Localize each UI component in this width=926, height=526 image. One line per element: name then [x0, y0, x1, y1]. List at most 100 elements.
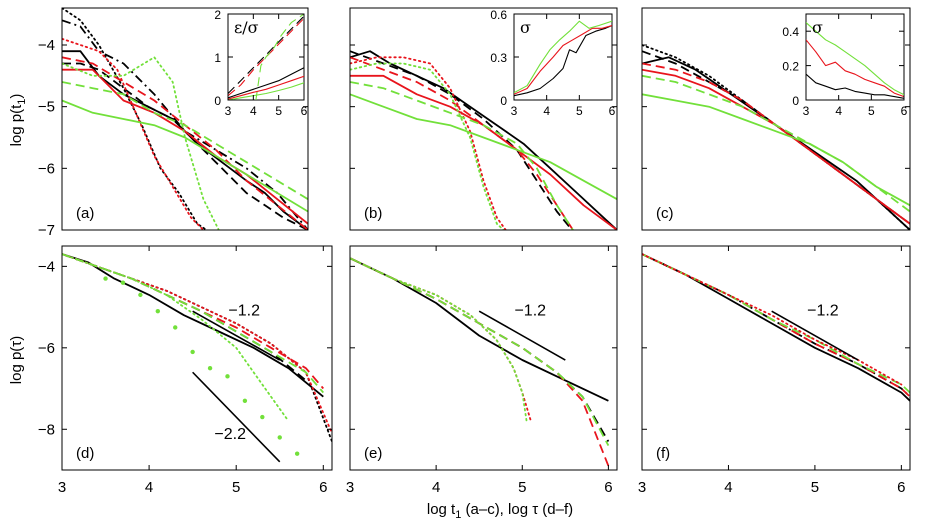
panel-top-1-frame [349, 7, 618, 231]
series-line-green-dashed [642, 74, 910, 213]
y-tick-label: −4 [38, 258, 55, 275]
x-tick-label: 5 [232, 479, 240, 496]
series-line-red-dashed [642, 253, 910, 398]
slope-reference-line [478, 310, 566, 361]
panel-label: (e) [364, 445, 382, 462]
plot-layer: −7 −6 −5 −4 (a) 0 1 2 3 4 5 6 ε/σ (b) 0 0.3 0.6 3 4 5 6 σ (c) 0… [38, 7, 911, 496]
x-tick-label: 3 [346, 479, 354, 496]
x-tick-label: 4 [835, 104, 842, 118]
y-tick-label: 0.3 [490, 51, 507, 65]
series-line-red-dotted [62, 253, 332, 435]
y-tick-label: 0 [214, 94, 221, 108]
inset-series-line-red [228, 17, 304, 97]
inset-series-line-red [514, 24, 612, 95]
series-line-green-dashed [62, 253, 324, 394]
series-line-black-solid [350, 50, 617, 230]
y-tick-label: −4 [38, 37, 55, 54]
series-line-green-dashed [642, 253, 910, 394]
y-tick-label: 1 [214, 51, 221, 65]
panel-bottom-0-series [62, 253, 332, 463]
inset-1-series [514, 20, 612, 97]
inset-series-line-red [228, 75, 304, 100]
marker-point [260, 414, 265, 420]
inset-title: σ [812, 18, 823, 37]
y-tick-label: 0.2 [782, 60, 799, 74]
x-tick-label: 5 [275, 104, 282, 118]
x-tick-label: 6 [604, 479, 612, 496]
series-line-black-solid [642, 253, 910, 402]
y-tick-label: 0 [792, 94, 799, 108]
marker-point [103, 276, 108, 281]
x-tick-label: 3 [58, 479, 66, 496]
series-line-black-dotted [62, 8, 209, 230]
y-tick-label: −6 [38, 340, 55, 357]
panel-label: (c) [656, 205, 674, 222]
series-line-red-dotted [62, 37, 205, 230]
marker-point [294, 451, 300, 456]
y-tick-label: 0.4 [782, 25, 799, 39]
y-axis-title-top: log p(t1) [8, 94, 28, 147]
slope-label: −1.2 [807, 303, 839, 320]
series-line-green-dashed [350, 81, 575, 230]
y-tick-label: 0 [500, 94, 507, 108]
y-tick-label: −6 [38, 160, 55, 177]
y-tick-label: 0.6 [490, 8, 507, 22]
inset-series-line-black [228, 67, 304, 99]
panel-label: (f) [656, 445, 670, 462]
series-line-black-dashed [642, 50, 910, 225]
series-line-red-dashed [642, 62, 910, 225]
inset-0-series [228, 14, 304, 100]
panel-top-1-series [350, 50, 617, 230]
series-line-green-dotted [350, 257, 528, 423]
panel-label: (b) [364, 205, 382, 222]
inset-series-line-green [514, 20, 612, 94]
panel-bottom-2-frame [641, 245, 911, 471]
panel-top-0-frame [61, 7, 309, 231]
inset-2-series [806, 22, 904, 99]
slope-label: −2.2 [214, 426, 246, 443]
series-line-green-solid [642, 93, 910, 207]
marker-point [173, 325, 178, 330]
y-axis-title-bottom: log p(τ) [8, 336, 25, 384]
x-tick-label: 6 [609, 104, 616, 118]
x-axis-title: log t1 (a–c), log τ (d–f) [427, 501, 573, 521]
series-line-red-dotted [350, 257, 532, 423]
series-line-green-solid [350, 93, 617, 200]
panel-top-0-series [62, 8, 308, 230]
inset-series-line-black [228, 15, 304, 94]
slope-reference-line [771, 310, 859, 361]
x-tick-label: 3 [803, 104, 810, 118]
marker-point [242, 398, 248, 403]
inset-title: σ [520, 18, 531, 37]
series-line-black-dashed [62, 253, 307, 382]
x-tick-label: 4 [432, 479, 440, 496]
y-tick-label: −5 [38, 99, 55, 116]
marker-point [190, 349, 195, 355]
inset-series-line-green [806, 22, 904, 96]
x-tick-label: 4 [724, 479, 732, 496]
series-line-green-dashed [350, 257, 610, 447]
x-tick-label: 5 [518, 479, 526, 496]
panel-bottom-0-frame [61, 245, 333, 471]
inset-series-line-black [514, 24, 612, 97]
series-line-green-dotted [62, 56, 220, 230]
inset-series-line-green [255, 14, 304, 100]
y-tick-label: −8 [38, 421, 55, 438]
x-tick-label: 5 [811, 479, 819, 496]
series-line-green-dashed [62, 81, 308, 200]
slope-reference-line [192, 371, 281, 463]
y-tick-label: 2 [214, 8, 221, 22]
inset-title: ε/σ [234, 18, 259, 37]
series-line-red-dashed [350, 56, 575, 230]
panel-bottom-2-series [642, 253, 910, 402]
marker-point [138, 292, 143, 298]
x-tick-label: 3 [511, 104, 518, 118]
marker-point [225, 374, 230, 379]
x-tick-label: 6 [901, 104, 908, 118]
marker-point [120, 280, 126, 285]
series-line-black-dashed [350, 257, 610, 442]
x-tick-label: 5 [868, 104, 875, 118]
x-tick-label: 6 [301, 104, 308, 118]
panel-top-2-frame [641, 7, 911, 231]
